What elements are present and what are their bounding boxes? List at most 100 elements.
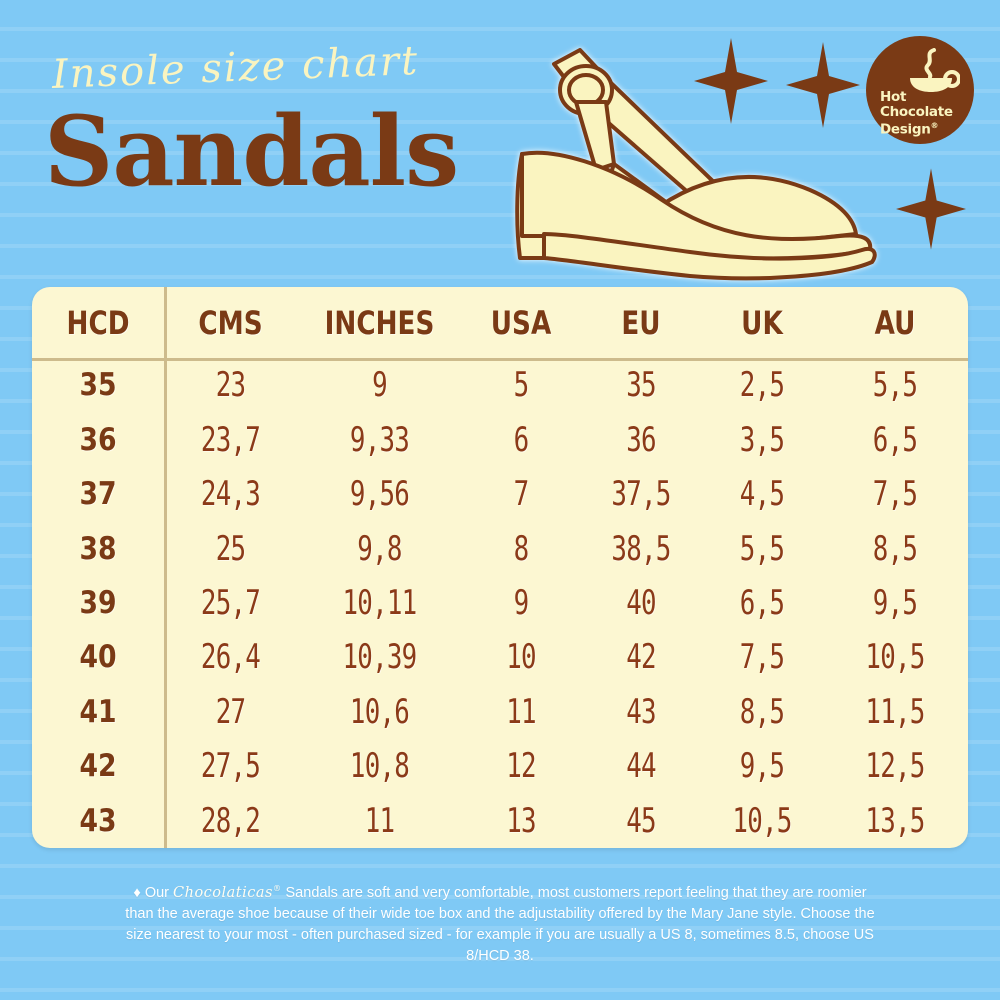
cell-uk: 2,5 [739, 365, 785, 406]
size-table-panel: HCD CMS INCHES USA EU UK AU 35 23 9 5 35… [32, 287, 968, 848]
footer-line-1: Sandals are soft and very comfortable, m… [285, 884, 757, 901]
cell-au: 8,5 [872, 528, 918, 569]
column-header-uk: UK [741, 303, 783, 342]
cell-cms: 23,7 [200, 419, 261, 460]
logo-line-3: Design [880, 121, 931, 138]
table-row: 40 26,4 10,39 10 42 7,5 10,5 [32, 630, 968, 684]
cell-uk: 8,5 [739, 691, 785, 732]
wedge-sandal-illustration [510, 38, 900, 293]
cell-inches: 10,39 [342, 637, 417, 678]
table-row: 41 27 10,6 11 43 8,5 11,5 [32, 685, 968, 739]
cell-au: 11,5 [865, 691, 925, 732]
cell-hcd: 42 [79, 748, 117, 785]
table-header: HCD CMS INCHES USA EU UK AU [32, 287, 968, 358]
cell-inches: 9 [372, 365, 388, 406]
table-header-divider [32, 358, 968, 361]
size-chart-table: HCD CMS INCHES USA EU UK AU 35 23 9 5 35… [32, 287, 968, 848]
footer-lead: Our [144, 884, 169, 901]
star-icon-2 [786, 42, 860, 128]
cell-cms: 27,5 [200, 746, 261, 787]
column-header-inches: INCHES [324, 303, 435, 342]
cell-usa: 8 [513, 528, 530, 569]
cell-inches: 9,8 [357, 528, 402, 569]
cell-hcd: 35 [79, 367, 117, 404]
cell-cms: 27 [215, 691, 246, 732]
cell-usa: 13 [506, 800, 536, 841]
cell-uk: 7,5 [739, 637, 785, 678]
cell-cms: 26,4 [200, 637, 261, 678]
cell-usa: 7 [513, 474, 530, 515]
column-header-usa: USA [490, 303, 552, 342]
column-header-eu: EU [621, 303, 661, 342]
column-header-cms: CMS [198, 303, 263, 342]
cell-eu: 40 [626, 582, 656, 623]
table-row: 37 24,3 9,56 7 37,5 4,5 7,5 [32, 467, 968, 521]
table-vertical-divider [164, 287, 167, 848]
cell-usa: 10 [506, 637, 536, 678]
cell-cms: 23 [215, 365, 246, 406]
cell-usa: 11 [506, 691, 536, 732]
cell-uk: 4,5 [739, 474, 785, 515]
cell-usa: 6 [513, 419, 530, 460]
cell-eu: 42 [626, 637, 656, 678]
cell-hcd: 38 [79, 530, 117, 567]
brand-registered-mark: ® [272, 884, 282, 893]
cell-hcd: 40 [79, 639, 117, 676]
cell-uk: 9,5 [739, 746, 785, 787]
cell-au: 13,5 [865, 800, 925, 841]
cell-uk: 6,5 [739, 582, 785, 623]
cell-eu: 44 [626, 746, 656, 787]
cell-au: 9,5 [872, 582, 918, 623]
cell-eu: 35 [626, 365, 656, 406]
logo-registered-mark: ® [930, 121, 939, 130]
cell-usa: 5 [513, 365, 530, 406]
cell-eu: 37,5 [611, 474, 671, 515]
cell-au: 5,5 [872, 365, 918, 406]
cell-hcd: 39 [79, 584, 117, 621]
cell-inches: 9,56 [349, 474, 410, 515]
cell-hcd: 37 [79, 476, 117, 513]
table-row: 42 27,5 10,8 12 44 9,5 12,5 [32, 739, 968, 793]
brand-logo: Hot Chocolate Design® [866, 36, 974, 144]
cell-hcd: 36 [79, 421, 117, 458]
cell-inches: 11 [364, 800, 395, 841]
column-header-hcd: HCD [66, 303, 130, 342]
column-header-au: AU [874, 303, 916, 342]
footer-line-2: they are roomier than the average shoe b… [125, 884, 867, 922]
cell-inches: 10,6 [349, 691, 410, 732]
cell-cms: 24,3 [200, 474, 261, 515]
cell-inches: 9,33 [349, 419, 410, 460]
cell-cms: 25,7 [200, 582, 261, 623]
cell-eu: 43 [626, 691, 656, 732]
table-row: 43 28,2 11 13 45 10,5 13,5 [32, 794, 968, 849]
brand-name: Chocolaticas® [173, 884, 282, 901]
brand-name-text: Chocolaticas [173, 884, 273, 901]
table-row: 36 23,7 9,33 6 36 3,5 6,5 [32, 412, 968, 466]
cell-eu: 45 [626, 800, 656, 841]
footer-note: ♦ Our Chocolaticas® Sandals are soft and… [120, 878, 880, 967]
cell-hcd: 41 [79, 693, 117, 730]
brand-logo-text: Hot Chocolate Design® [880, 90, 953, 137]
cell-uk: 10,5 [732, 800, 792, 841]
star-icon-1 [694, 38, 768, 124]
table-row: 35 23 9 5 35 2,5 5,5 [32, 358, 968, 412]
cell-cms: 28,2 [200, 800, 261, 841]
cell-inches: 10,11 [342, 582, 417, 623]
cell-uk: 3,5 [739, 419, 785, 460]
table-row: 39 25,7 10,11 9 40 6,5 9,5 [32, 576, 968, 630]
table-row: 38 25 9,8 8 38,5 5,5 8,5 [32, 521, 968, 575]
cell-au: 12,5 [865, 746, 925, 787]
table-header-row: HCD CMS INCHES USA EU UK AU [32, 287, 968, 358]
cell-cms: 25 [215, 528, 246, 569]
cell-au: 6,5 [872, 419, 918, 460]
headline-block: Insole size chart Sandals [44, 38, 564, 200]
cell-au: 10,5 [865, 637, 925, 678]
cell-eu: 38,5 [611, 528, 671, 569]
cell-usa: 9 [513, 582, 530, 623]
cell-inches: 10,8 [349, 746, 410, 787]
logo-line-2: Chocolate [880, 103, 953, 120]
cell-hcd: 43 [79, 802, 117, 839]
steaming-cup-icon [908, 48, 961, 97]
table-body: 35 23 9 5 35 2,5 5,5 36 23,7 9,33 6 36 3… [32, 358, 968, 848]
cell-usa: 12 [506, 746, 536, 787]
